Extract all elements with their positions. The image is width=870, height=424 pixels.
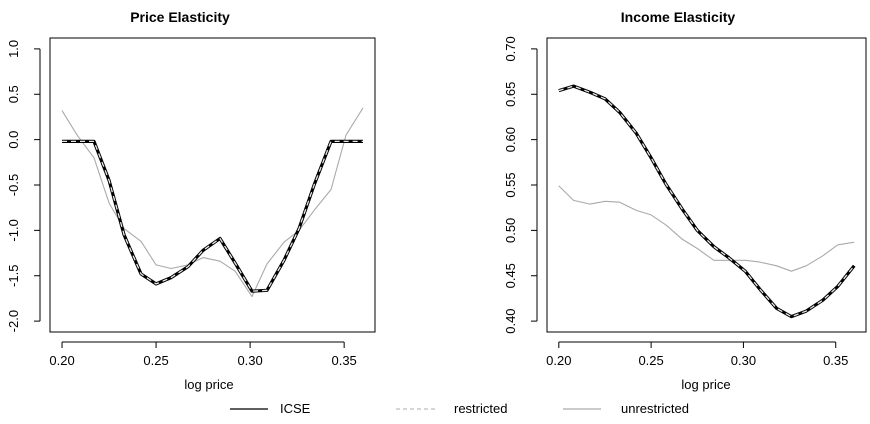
- plot-frame: [546, 37, 867, 333]
- y-tick-label: 1.0: [6, 40, 21, 58]
- y-tick-label: 0.65: [503, 82, 518, 107]
- legend-label-unrestricted: unrestricted: [621, 401, 689, 416]
- y-tick-label: 0.55: [503, 172, 518, 197]
- y-tick-label: 0.70: [503, 36, 518, 61]
- legend-item-restricted: restricted: [396, 401, 507, 416]
- y-tick-label: -1.0: [6, 219, 21, 241]
- legend: ICSE restricted unrestricted: [230, 401, 689, 416]
- y-tick-label: 0.40: [503, 308, 518, 333]
- x-tick-label: 0.30: [237, 353, 262, 368]
- x-axis-label: log price: [184, 377, 233, 392]
- series-line-unrestricted: [558, 185, 855, 272]
- legend-item-icse: ICSE: [230, 401, 311, 416]
- y-tick-label: 0.5: [6, 85, 21, 103]
- y-tick-label: 0.0: [6, 131, 21, 149]
- y-tick-label: 0.60: [503, 127, 518, 152]
- price-elasticity-panel: Price Elasticity log price 0.20 0.25 0.30 0…: [6, 9, 376, 392]
- chart-title: Price Elasticity: [130, 9, 230, 25]
- x-tick-label: 0.30: [731, 353, 756, 368]
- chart-title: Income Elasticity: [621, 9, 736, 25]
- legend-label-icse: ICSE: [280, 401, 311, 416]
- plot-frame: [49, 37, 376, 333]
- series-line-ICSE: [62, 139, 363, 293]
- x-axis-label: log price: [681, 377, 730, 392]
- legend-label-restricted: restricted: [454, 401, 507, 416]
- series-line-restricted: [558, 85, 855, 318]
- series-line-unrestricted: [61, 107, 364, 298]
- legend-item-unrestricted: unrestricted: [563, 401, 689, 416]
- series-line-restricted: [62, 140, 363, 292]
- x-tick-label: 0.25: [638, 353, 663, 368]
- x-tick-label: 0.20: [546, 353, 571, 368]
- x-tick-label: 0.25: [143, 353, 168, 368]
- y-tick-label: -1.5: [6, 265, 21, 287]
- x-tick-label: 0.35: [331, 353, 356, 368]
- x-tick-label: 0.35: [823, 353, 848, 368]
- y-tick-label: 0.45: [503, 263, 518, 288]
- x-tick-label: 0.20: [49, 353, 74, 368]
- income-elasticity-panel: Income Elasticity log price 0.20 0.25 0.30…: [503, 9, 867, 392]
- y-tick-label: 0.50: [503, 218, 518, 243]
- y-tick-label: -0.5: [6, 174, 21, 196]
- y-tick-label: -2.0: [6, 310, 21, 332]
